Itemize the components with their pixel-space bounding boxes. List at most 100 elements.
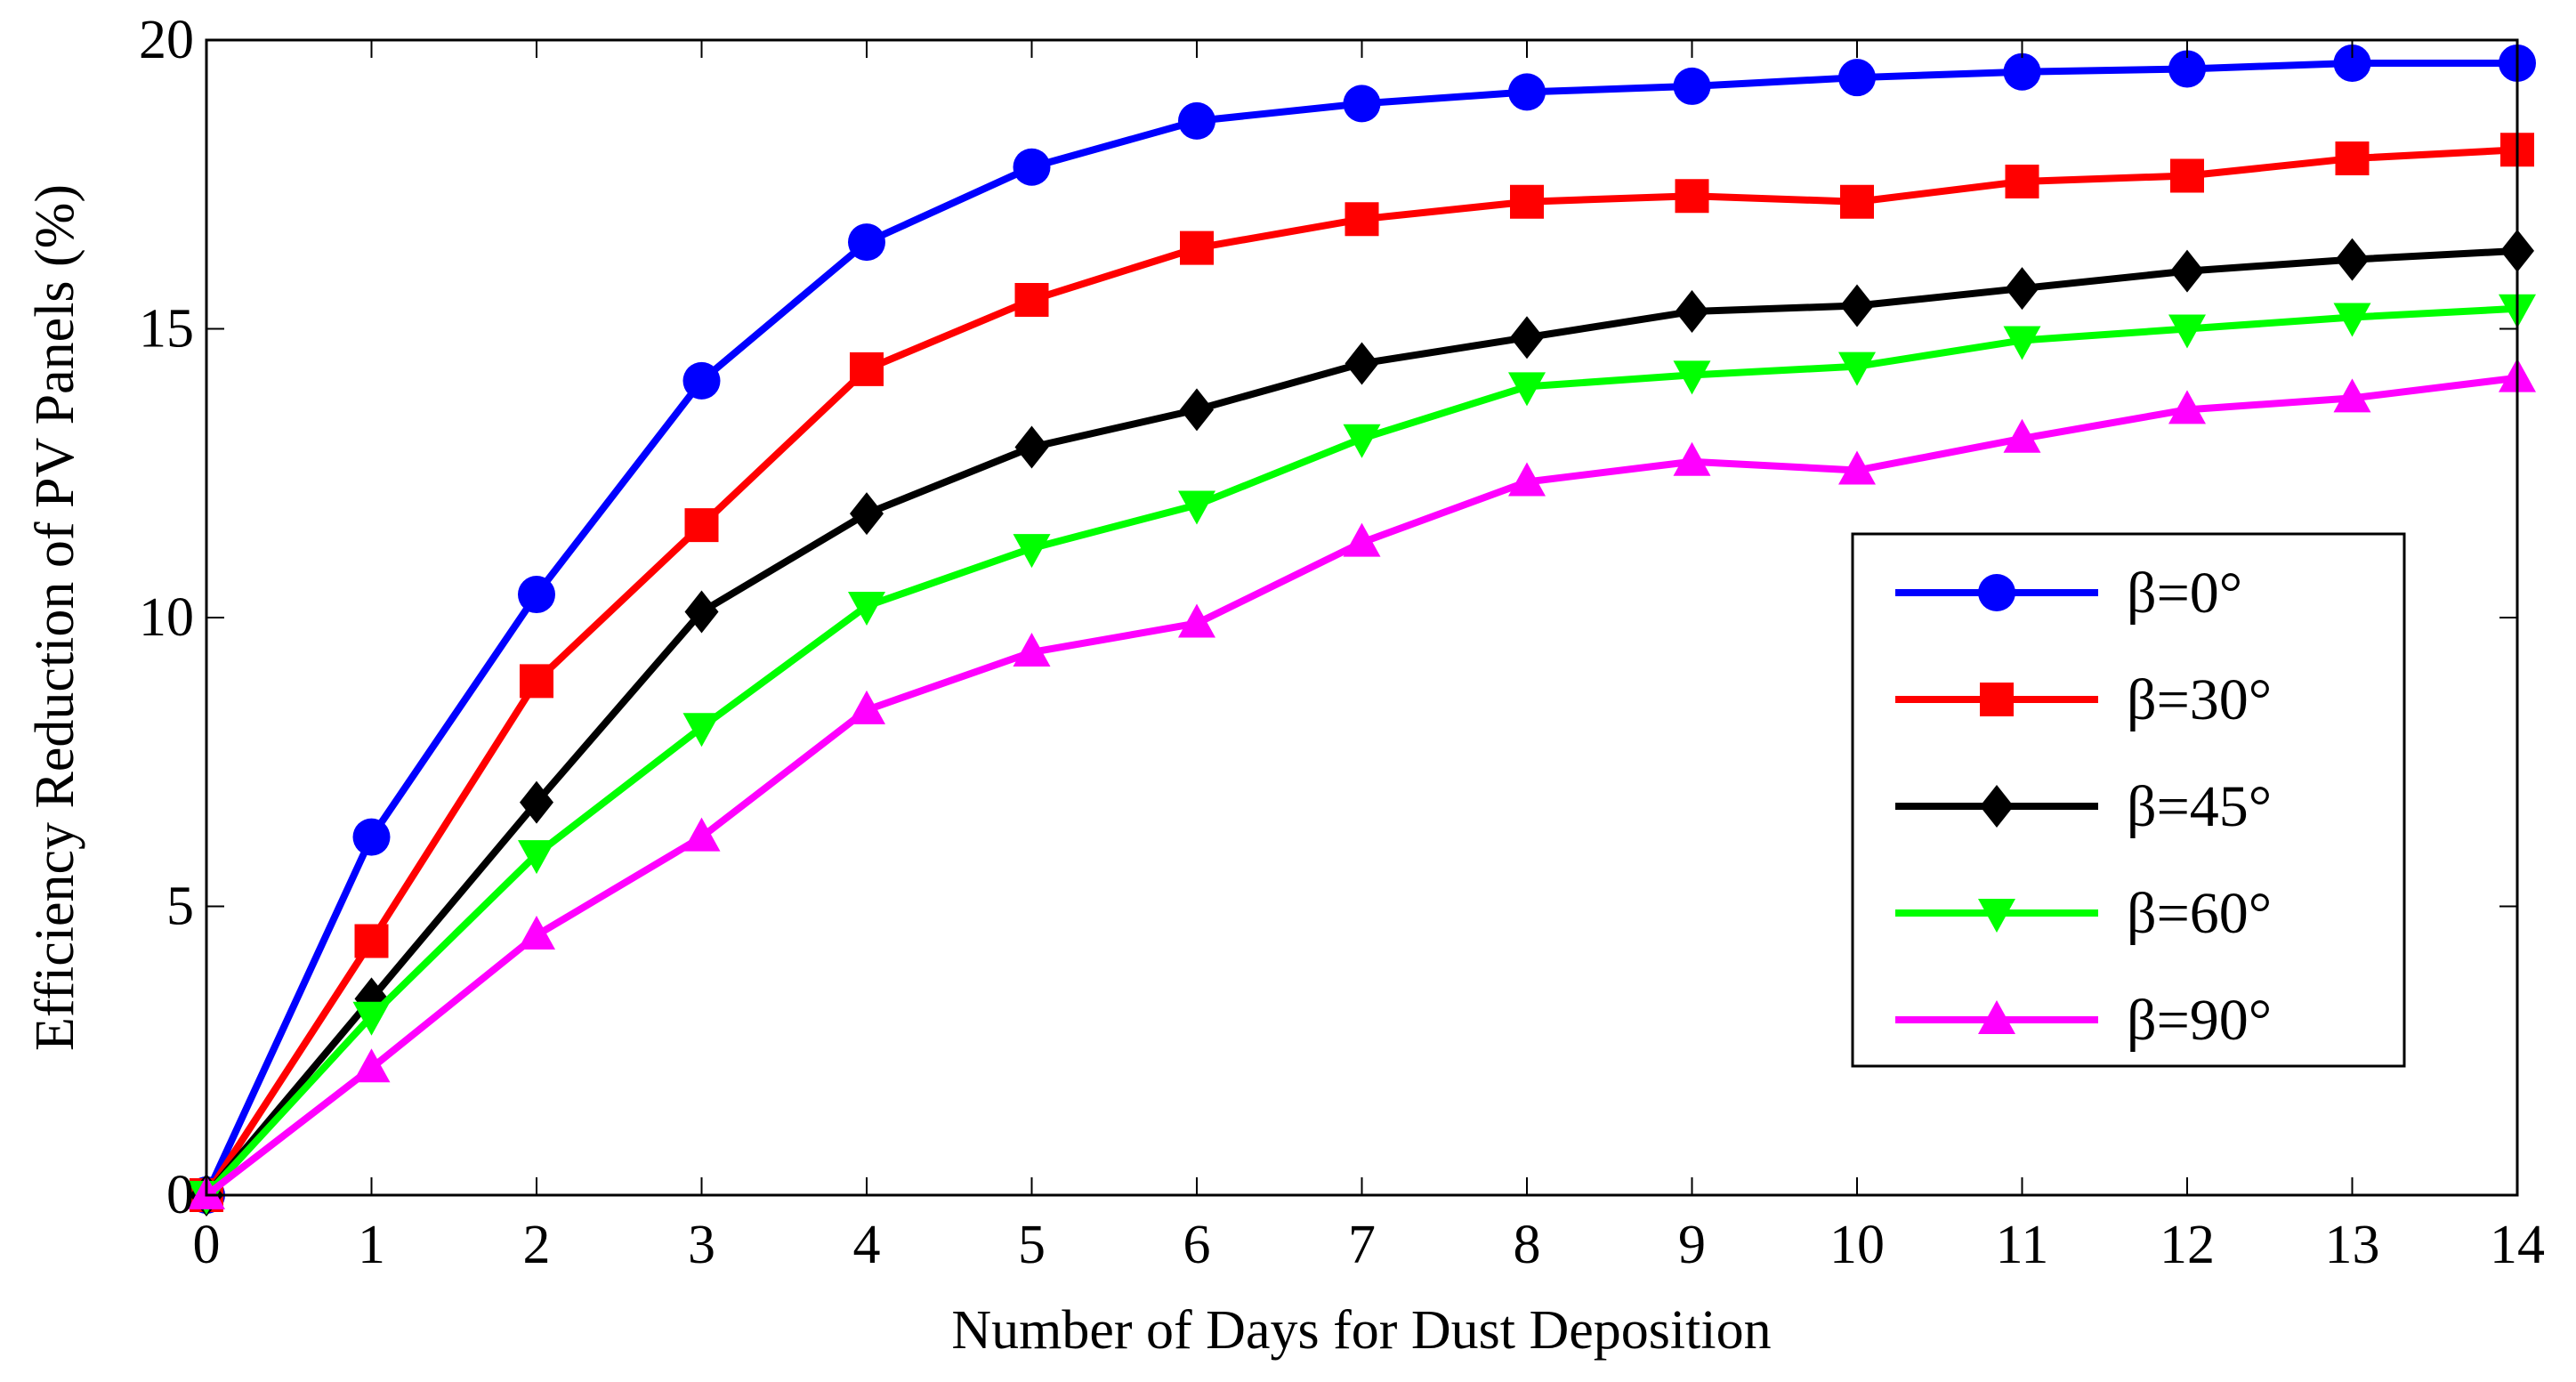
series-triangle-down-point bbox=[518, 840, 555, 875]
series-triangle-up-point bbox=[518, 915, 555, 950]
x-tick-label: 5 bbox=[1018, 1215, 1046, 1275]
series-diamond-point bbox=[2170, 249, 2204, 293]
series-square-point bbox=[1675, 179, 1709, 214]
x-tick-label: 2 bbox=[523, 1215, 551, 1275]
series-circle-point bbox=[1013, 148, 1051, 186]
series-triangle-up-point bbox=[1838, 450, 1876, 485]
series-square-point bbox=[684, 508, 719, 543]
series-circle-point bbox=[2333, 44, 2371, 82]
series-triangle-down-point bbox=[2168, 314, 2206, 349]
series-triangle-up-point bbox=[2003, 418, 2041, 453]
y-tick-label: 20 bbox=[139, 10, 194, 70]
series-circle-point bbox=[1178, 101, 1215, 140]
series-triangle-up-point bbox=[848, 690, 885, 724]
series-circle-point bbox=[1673, 67, 1711, 105]
series-diamond-point bbox=[2005, 267, 2039, 311]
legend-swatch-marker bbox=[1980, 683, 2014, 716]
series-diamond-point bbox=[520, 780, 553, 824]
series-square-point bbox=[520, 664, 553, 699]
series-circle-point bbox=[1508, 73, 1546, 111]
series-diamond-point bbox=[1014, 425, 1049, 469]
series-diamond-point bbox=[684, 590, 719, 634]
legend-label: β=90° bbox=[2127, 988, 2272, 1053]
series-diamond-point bbox=[1345, 342, 1379, 385]
series-triangle-up-point bbox=[1508, 462, 1546, 497]
series-triangle-down-point bbox=[1343, 424, 1381, 458]
series-square-point bbox=[2005, 165, 2039, 199]
legend-box bbox=[1851, 532, 2406, 1068]
series-square-point bbox=[1840, 184, 1874, 219]
series-triangle-up-point bbox=[1178, 603, 1215, 638]
series-diamond-point bbox=[1510, 316, 1544, 360]
series-circle-point bbox=[2003, 53, 2041, 91]
series-square-point bbox=[1180, 230, 1214, 265]
series-circle-point bbox=[1343, 85, 1381, 123]
series-triangle-down-point bbox=[1673, 360, 1711, 395]
x-tick-label: 7 bbox=[1348, 1215, 1376, 1275]
data-layer bbox=[188, 44, 2536, 1216]
series-square-point bbox=[1510, 184, 1544, 219]
y-tick-label: 0 bbox=[166, 1165, 194, 1225]
x-tick-label: 1 bbox=[358, 1215, 385, 1275]
x-tick-label: 8 bbox=[1514, 1215, 1541, 1275]
series-circle-point bbox=[1838, 59, 1876, 97]
series-triangle-down-point bbox=[1178, 490, 1215, 525]
series-triangle-down-point bbox=[1838, 352, 1876, 386]
series-diamond-point bbox=[1180, 388, 1214, 432]
x-tick-label: 13 bbox=[2325, 1215, 2380, 1275]
legend-label: β=30° bbox=[2127, 667, 2272, 732]
x-axis-label: Number of Days for Dust Deposition bbox=[951, 1300, 1771, 1361]
legend-swatch-marker bbox=[1980, 785, 2014, 828]
series-square-point bbox=[1014, 283, 1049, 318]
series-diamond-point bbox=[1675, 290, 1709, 334]
legend: β=0° β=30° β=45° β=60° β=90° bbox=[1851, 532, 2406, 1068]
series-square-point bbox=[850, 352, 884, 386]
series-triangle-down-point bbox=[1013, 534, 1051, 569]
y-tick-label: 15 bbox=[139, 299, 194, 360]
legend-swatch-marker bbox=[1978, 574, 2015, 611]
series-triangle-up-point bbox=[1673, 441, 1711, 476]
x-tick-label: 0 bbox=[193, 1215, 221, 1275]
series-triangle-up-point bbox=[2168, 390, 2206, 424]
series-square-point bbox=[1345, 202, 1379, 237]
series-diamond-point bbox=[1840, 284, 1874, 327]
series-square-point bbox=[2170, 158, 2204, 193]
series-triangle-up-point bbox=[352, 1048, 391, 1083]
series-triangle-down-point bbox=[1508, 372, 1546, 407]
series-circle-point bbox=[2168, 50, 2206, 88]
x-tick-label: 6 bbox=[1183, 1215, 1211, 1275]
series-triangle-down-point bbox=[2333, 303, 2371, 337]
x-tick-label: 12 bbox=[2160, 1215, 2215, 1275]
x-tick-label: 9 bbox=[1678, 1215, 1706, 1275]
x-tick-label: 10 bbox=[1829, 1215, 1885, 1275]
series-circle-point bbox=[848, 223, 885, 262]
legend-swatch-marker bbox=[1978, 1000, 2015, 1034]
series-diamond-point bbox=[850, 492, 884, 536]
x-tick-label: 14 bbox=[2490, 1215, 2545, 1275]
legend-swatch-marker bbox=[1978, 899, 2015, 933]
series-circle-point bbox=[682, 361, 721, 400]
legend-label: β=60° bbox=[2127, 881, 2272, 946]
y-tick-label: 10 bbox=[139, 587, 194, 648]
series-square-point bbox=[2335, 141, 2370, 176]
series-triangle-up-point bbox=[682, 817, 721, 852]
series-triangle-down-point bbox=[352, 1001, 391, 1036]
x-tick-label: 11 bbox=[1996, 1215, 2049, 1275]
series-triangle-down-point bbox=[848, 592, 885, 626]
y-tick-label: 5 bbox=[166, 877, 194, 937]
series-square-point bbox=[354, 924, 389, 958]
legend-label: β=0° bbox=[2127, 561, 2242, 626]
y-axis-label: Efficiency Reduction of PV Panels (%) bbox=[25, 184, 85, 1051]
x-tick-label: 3 bbox=[688, 1215, 715, 1275]
legend-label: β=45° bbox=[2127, 774, 2272, 839]
series-triangle-down-point bbox=[2003, 326, 2041, 360]
series-circle-point bbox=[352, 818, 391, 856]
series-circle-point bbox=[518, 576, 555, 614]
series-diamond-point bbox=[2335, 238, 2370, 281]
x-tick-label: 4 bbox=[853, 1215, 881, 1275]
series-triangle-up-point bbox=[1013, 632, 1051, 667]
series-triangle-up-point bbox=[1343, 522, 1381, 557]
series-triangle-down-point bbox=[682, 713, 721, 748]
